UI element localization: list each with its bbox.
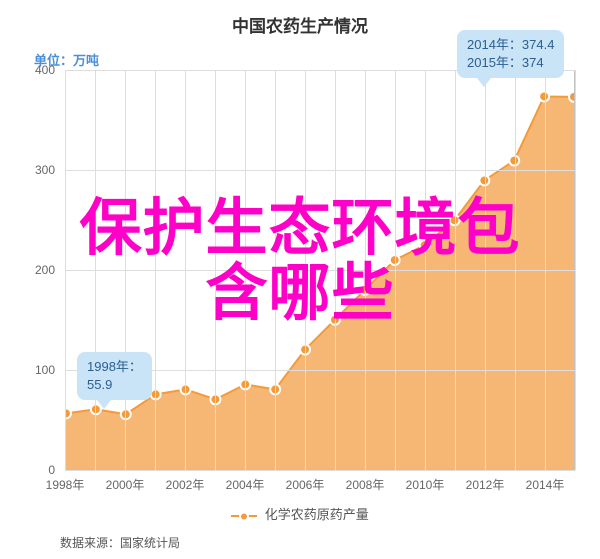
callout-line: 1998年： [87,358,142,376]
x-tick-label: 2014年 [526,470,565,493]
callout-c2014: 2014年：374.42015年：374 [457,30,564,78]
y-tick-label: 300 [5,163,55,177]
data-marker [569,92,574,102]
callout-tail-icon [477,78,491,87]
x-tick-label: 2002年 [166,470,205,493]
gridline-h [65,170,575,171]
legend-swatch [231,515,257,517]
x-tick-label: 2006年 [286,470,325,493]
legend-label: 化学农药原药产量 [265,507,369,522]
y-tick-label: 100 [5,363,55,377]
callout-c1998: 1998年：55.9 [77,352,152,400]
callout-tail-icon [97,400,111,409]
x-tick-label: 1998年 [46,470,85,493]
chart-legend: 化学农药原药产量 [0,504,600,523]
overlay-line2: 含哪些 [205,259,394,328]
callout-line: 55.9 [87,376,142,394]
data-marker [66,408,71,418]
x-tick-label: 2000年 [106,470,145,493]
data-source-label: 数据来源：国家统计局 [60,534,180,551]
overlay-line1: 保护生态环境包 [79,194,520,263]
x-tick-label: 2010年 [406,470,445,493]
callout-line: 2014年：374.4 [467,36,554,54]
x-tick-label: 2008年 [346,470,385,493]
legend-marker-icon [239,511,249,521]
callout-line: 2015年：374 [467,54,554,72]
overlay-text: 保护生态环境包 含哪些 [0,196,600,326]
y-tick-label: 400 [5,63,55,77]
x-tick-label: 2012年 [466,470,505,493]
x-tick-label: 2004年 [226,470,265,493]
